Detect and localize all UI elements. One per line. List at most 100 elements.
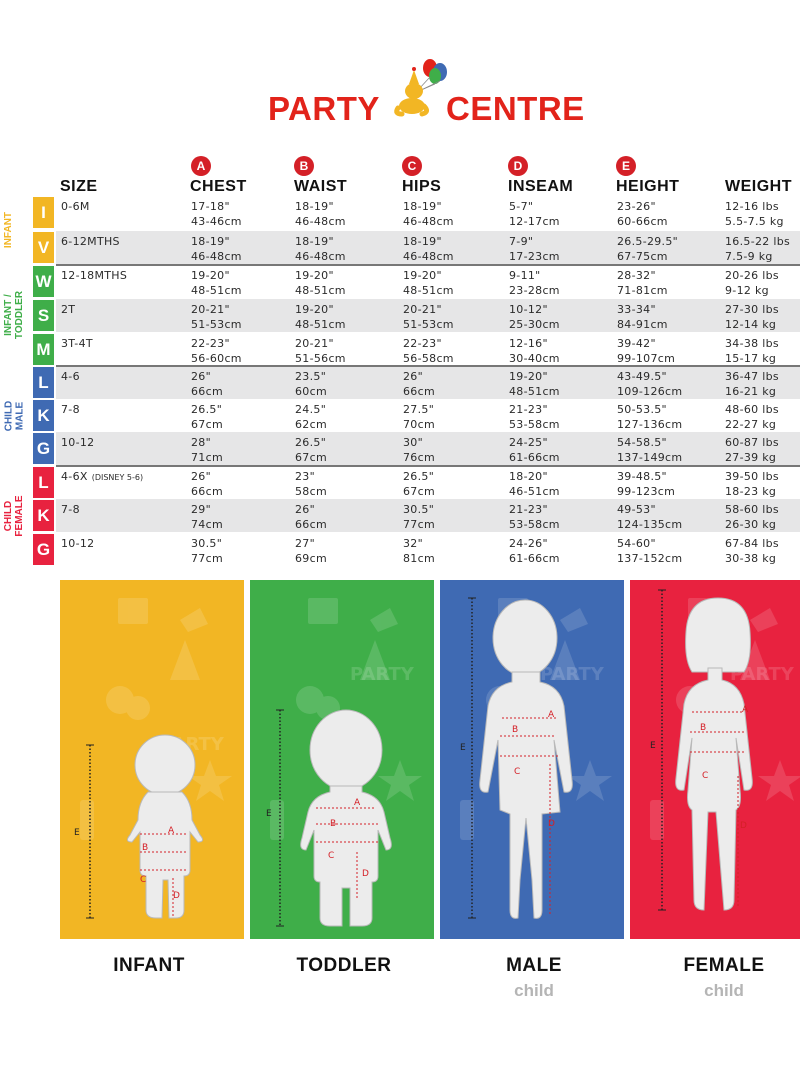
cell-inseam: 19-20" 48-51cm <box>509 369 560 399</box>
value-imperial: 20-21" <box>403 303 442 316</box>
measure-mark: E <box>74 828 80 838</box>
value-metric: 22-27 kg <box>725 418 777 431</box>
value-imperial: 34-38 lbs <box>725 337 779 350</box>
measure-mark: D <box>362 869 369 879</box>
measure-mark: B <box>330 819 336 829</box>
value-imperial: 26.5" <box>403 470 435 483</box>
female-silhouette-icon: PARTY A B C D E <box>630 580 800 939</box>
value-imperial: 26.5-29.5" <box>617 235 679 248</box>
value-imperial: 28" <box>191 436 211 449</box>
value-metric: 61-66cm <box>509 552 560 565</box>
value-metric: 67cm <box>403 485 435 498</box>
value-imperial: 18-19" <box>403 235 442 248</box>
table-row: 3T-4T 22-23" 56-60cm 20-21" 51-56cm 22-23" 56-… <box>56 333 800 366</box>
table-row: 4-6X (DISNEY 5-6) 26" 66cm 23" 58cm 26.5" 67cm 1… <box>56 466 800 499</box>
value-imperial: 24-26" <box>509 537 548 550</box>
table-row: 2T 20-21" 51-53cm 19-20" 48-51cm 20-21" 51-53c… <box>56 299 800 332</box>
value-metric: 46-48cm <box>403 215 454 228</box>
value-metric: 51-56cm <box>295 352 346 365</box>
value-imperial: 17-18" <box>191 200 230 213</box>
panel-title: MALE <box>506 955 562 976</box>
cell-hips: 26.5" 67cm <box>403 469 435 499</box>
value-imperial: 26.5" <box>191 403 223 416</box>
value-imperial: 30.5" <box>403 503 435 516</box>
panel-toddler: PARTY A B C D E <box>250 580 434 939</box>
value-metric: 109-126cm <box>617 385 683 398</box>
size-tag: M <box>33 334 54 365</box>
cell-size: 10-12 <box>61 435 94 450</box>
measure-mark: D <box>548 819 555 829</box>
cell-inseam: 9-11" 23-28cm <box>509 268 560 298</box>
group-label-line: CHILD <box>3 500 14 532</box>
cell-hips: 30.5" 77cm <box>403 502 435 532</box>
group-label: INFANT <box>3 196 29 264</box>
svg-text:PARTY: PARTY <box>350 664 415 685</box>
header-inseam: INSEAM <box>508 178 574 195</box>
size-tag: G <box>33 534 54 565</box>
value-imperial: 18-19" <box>295 235 334 248</box>
value-imperial: 67-84 lbs <box>725 537 779 550</box>
cell-height: 33-34" 84-91cm <box>617 302 668 332</box>
cell-inseam: 24-26" 61-66cm <box>509 536 560 566</box>
panel-male: PARTY A B C D E <box>440 580 624 939</box>
value-metric: 71-81cm <box>617 284 668 297</box>
group-divider <box>56 465 800 467</box>
measure-mark: E <box>460 743 466 753</box>
balloons-mascot-icon <box>394 59 447 117</box>
group-label-line: CHILD <box>3 400 14 431</box>
value-imperial: 19-20" <box>191 269 230 282</box>
value-metric: 70cm <box>403 418 435 431</box>
cell-hips: 20-21" 51-53cm <box>403 302 454 332</box>
cell-waist: 23" 58cm <box>295 469 327 499</box>
cell-chest: 30.5" 77cm <box>191 536 223 566</box>
value-imperial: 30.5" <box>191 537 223 550</box>
cell-weight: 12-16 lbs 5.5-7.5 kg <box>725 199 784 229</box>
value-imperial: 29" <box>191 503 211 516</box>
value-imperial: 39-42" <box>617 337 656 350</box>
cell-weight: 48-60 lbs 22-27 kg <box>725 402 779 432</box>
cell-waist: 18-19" 46-48cm <box>295 199 346 229</box>
cell-height: 49-53" 124-135cm <box>617 502 682 532</box>
value-metric: 81cm <box>403 552 435 565</box>
toddler-silhouette-icon: PARTY A B C D E <box>250 580 434 939</box>
group-divider <box>56 365 800 367</box>
svg-text:PARTY: PARTY <box>730 664 795 685</box>
value-metric: 127-136cm <box>617 418 683 431</box>
value-metric: 99-123cm <box>617 485 676 498</box>
value-imperial: 19-20" <box>295 303 334 316</box>
cell-chest: 28" 71cm <box>191 435 223 465</box>
cell-size: 0-6M <box>61 199 90 214</box>
value-metric: 56-58cm <box>403 352 454 365</box>
value-metric: 48-51cm <box>403 284 454 297</box>
measure-mark: B <box>142 843 148 853</box>
value-imperial: 24-25" <box>509 436 548 449</box>
value-metric: 51-53cm <box>403 318 454 331</box>
value-metric: 77cm <box>191 552 223 565</box>
value-metric: 69cm <box>295 552 327 565</box>
value-imperial: 19-20" <box>403 269 442 282</box>
measure-mark: C <box>702 771 708 781</box>
cell-chest: 29" 74cm <box>191 502 223 532</box>
cell-weight: 27-30 lbs 12-14 kg <box>725 302 779 332</box>
table-row: 10-12 28" 71cm 26.5" 67cm 30" 76cm 24-25" 61-66c… <box>56 432 800 465</box>
value-metric: 76cm <box>403 451 435 464</box>
value-metric: 56-60cm <box>191 352 242 365</box>
value-metric: 12-14 kg <box>725 318 777 331</box>
brand-name-part1: PARTY <box>268 90 380 127</box>
cell-chest: 26.5" 67cm <box>191 402 223 432</box>
measure-mark: D <box>740 821 747 831</box>
value-imperial: 18-19" <box>403 200 442 213</box>
cell-chest: 18-19" 46-48cm <box>191 234 242 264</box>
value-imperial: 48-60 lbs <box>725 403 779 416</box>
cell-weight: 20-26 lbs 9-12 kg <box>725 268 779 298</box>
value-imperial: 28-32" <box>617 269 656 282</box>
table-row: 4-6 26" 66cm 23.5" 60cm 26" 66cm 19-20" 48-51cm 4… <box>56 366 800 399</box>
cell-hips: 26" 66cm <box>403 369 435 399</box>
panel-title: TODDLER <box>296 955 392 976</box>
cell-waist: 23.5" 60cm <box>295 369 327 399</box>
cell-waist: 26" 66cm <box>295 502 327 532</box>
value-imperial: 26" <box>191 470 211 483</box>
value-metric: 71cm <box>191 451 223 464</box>
size-tag: I <box>33 197 54 228</box>
group-label: INFANT / TODDLER <box>3 265 29 365</box>
